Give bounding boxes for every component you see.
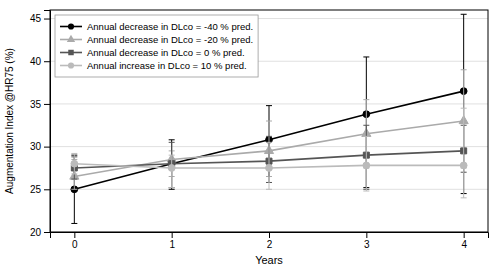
tick-label: 25 <box>30 184 42 195</box>
tick-mark <box>172 232 173 238</box>
tick: 1 <box>169 232 175 250</box>
tick-label: 40 <box>30 56 42 67</box>
line <box>74 91 463 189</box>
y-axis-title: Augmentation Index @HR75 (%) <box>4 48 15 194</box>
plot-frame <box>50 10 488 232</box>
legend-label: Annual decrease in DLco = -20 % pred. <box>87 34 253 45</box>
tick: 45 <box>30 13 50 24</box>
error-bar <box>169 155 175 187</box>
tick-label: 30 <box>30 141 42 152</box>
marker <box>266 165 273 172</box>
legend-item: Annual decrease in DLco = 0 % pred. <box>60 47 245 58</box>
tick-mark <box>269 232 270 238</box>
legend-item: Annual increase in DLco = 10 % pred. <box>60 60 247 71</box>
tick: 3 <box>364 232 370 250</box>
grid <box>50 19 488 232</box>
tick: 20 <box>30 227 50 238</box>
tick-mark <box>44 189 50 190</box>
legend-label: Annual increase in DLco = 10 % pred. <box>87 60 247 71</box>
axis-line <box>51 233 489 239</box>
legend-marker <box>68 62 74 68</box>
tick: 4 <box>461 232 467 250</box>
legend-item: Annual decrease in DLco = -20 % pred. <box>60 34 253 45</box>
series <box>71 108 467 198</box>
marker <box>460 162 467 169</box>
tick-label: 35 <box>30 99 42 110</box>
plot-area: 0 1 2 3 4 20 25 30 35 40 45 Annual decrease in DLco… <box>30 10 489 250</box>
error-bar <box>461 14 467 193</box>
y-axis: 20 25 30 35 40 45 <box>30 11 51 238</box>
grid-line <box>50 103 488 104</box>
tick-mark <box>74 232 75 238</box>
tick-mark <box>44 104 50 105</box>
tick-label: 1 <box>169 239 175 250</box>
series <box>70 70 468 190</box>
tick: 30 <box>30 141 50 152</box>
tick-mark <box>44 61 50 62</box>
marker <box>363 162 370 169</box>
legend-marker <box>67 35 75 42</box>
chart: 0 1 2 3 4 20 25 30 35 40 45 Annual decrease in DLco… <box>0 0 500 270</box>
tick-label: 45 <box>30 13 42 24</box>
legend-marker <box>68 50 73 55</box>
error-bar <box>71 153 77 173</box>
legend-label: Annual decrease in DLco = 0 % pred. <box>87 47 245 58</box>
tick: 35 <box>30 99 50 110</box>
tick-mark <box>366 232 367 238</box>
tick-mark <box>464 232 465 238</box>
error-bar <box>169 140 175 190</box>
legend: Annual decrease in DLco = -40 % pred. Ann… <box>55 15 258 77</box>
marker <box>71 160 78 167</box>
tick-mark <box>44 19 50 20</box>
tick-mark <box>44 147 50 148</box>
error-bar <box>266 142 272 189</box>
x-axis-title: Years <box>255 254 283 266</box>
marker <box>168 165 175 172</box>
error-bar <box>169 142 175 187</box>
series <box>71 125 466 189</box>
legend-item: Annual decrease in DLco = -40 % pred. <box>60 21 253 32</box>
error-bar <box>71 155 77 223</box>
error-bar <box>461 108 467 198</box>
error-bar <box>363 136 369 191</box>
tick-label: 2 <box>267 239 273 250</box>
tick-mark <box>44 232 50 233</box>
tick-label: 20 <box>30 227 42 238</box>
tick: 0 <box>72 232 78 250</box>
tick: 40 <box>30 56 50 67</box>
error-bar <box>363 57 369 188</box>
legend-marker <box>68 23 74 29</box>
legend-label: Annual decrease in DLco = -40 % pred. <box>87 21 253 32</box>
x-axis: 0 1 2 3 4 <box>51 232 489 250</box>
tick-label: 4 <box>461 239 467 250</box>
tick: 25 <box>30 184 50 195</box>
tick-label: 3 <box>364 239 370 250</box>
legend-box <box>55 15 258 77</box>
tick-label: 0 <box>72 239 78 250</box>
tick: 2 <box>267 232 273 250</box>
